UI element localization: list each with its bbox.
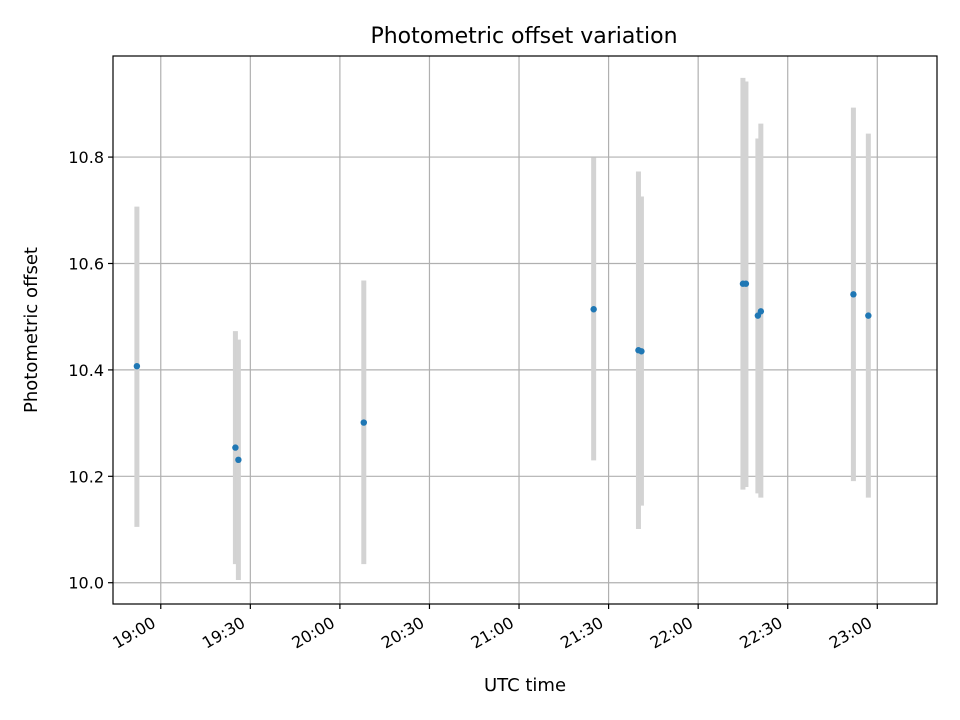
data-point <box>133 362 141 370</box>
data-point <box>742 280 750 287</box>
grid <box>113 56 937 604</box>
chart-title: Photometric offset variation <box>370 24 677 49</box>
y-tick-label: 10.6 <box>68 254 104 273</box>
data-points <box>133 280 872 464</box>
data-point <box>865 312 872 319</box>
data-point <box>850 291 857 298</box>
y-tick-label: 10.4 <box>68 361 104 380</box>
y-tick-label: 10.2 <box>68 467 104 486</box>
data-point <box>232 444 239 451</box>
data-point <box>360 419 367 426</box>
y-tick-label: 10.8 <box>68 148 104 167</box>
plot-frame <box>112 55 938 605</box>
data-point <box>757 308 765 315</box>
y-axis-label: Photometric offset <box>21 247 42 413</box>
data-point <box>638 348 645 355</box>
y-axis-ticks: 10.0 10.2 10.4 10.6 10.8 <box>68 148 113 593</box>
y-tick-label: 10.0 <box>68 574 104 593</box>
data-point <box>235 456 242 464</box>
x-axis-label: UTC time <box>484 675 566 696</box>
data-point <box>590 306 597 313</box>
